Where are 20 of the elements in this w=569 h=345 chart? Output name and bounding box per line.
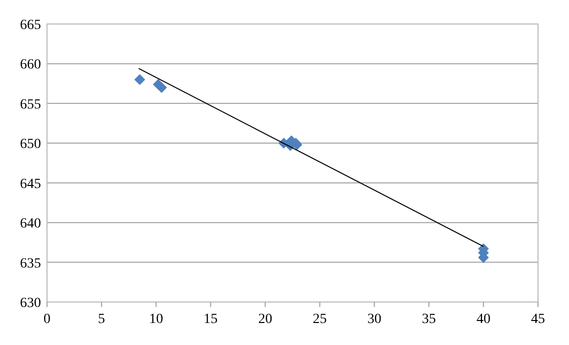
- y-tick-label: 640: [20, 216, 41, 232]
- y-tick-label: 655: [20, 97, 41, 112]
- x-tick-label: 5: [98, 312, 106, 327]
- point: [156, 82, 167, 93]
- y-tick-label: 635: [20, 256, 41, 272]
- x-tick-label: 30: [367, 312, 382, 327]
- y-tick-label: 660: [20, 58, 41, 73]
- y-tick-label: 630: [20, 296, 41, 311]
- x-tick-label: 40: [476, 312, 490, 327]
- y-tick-label: 645: [20, 176, 41, 192]
- y-tick-label: 650: [20, 137, 41, 152]
- y-tick-label: 665: [20, 18, 41, 33]
- x-tick-label: 15: [204, 312, 218, 327]
- x-tick-label: 10: [149, 312, 164, 327]
- x-tick-label: 25: [312, 312, 327, 327]
- x-tick-label: 45: [531, 312, 545, 327]
- x-tick-label: 20: [258, 312, 272, 327]
- x-tick-label: 0: [44, 312, 50, 327]
- x-tick-label: 35: [422, 312, 436, 327]
- point: [134, 74, 146, 86]
